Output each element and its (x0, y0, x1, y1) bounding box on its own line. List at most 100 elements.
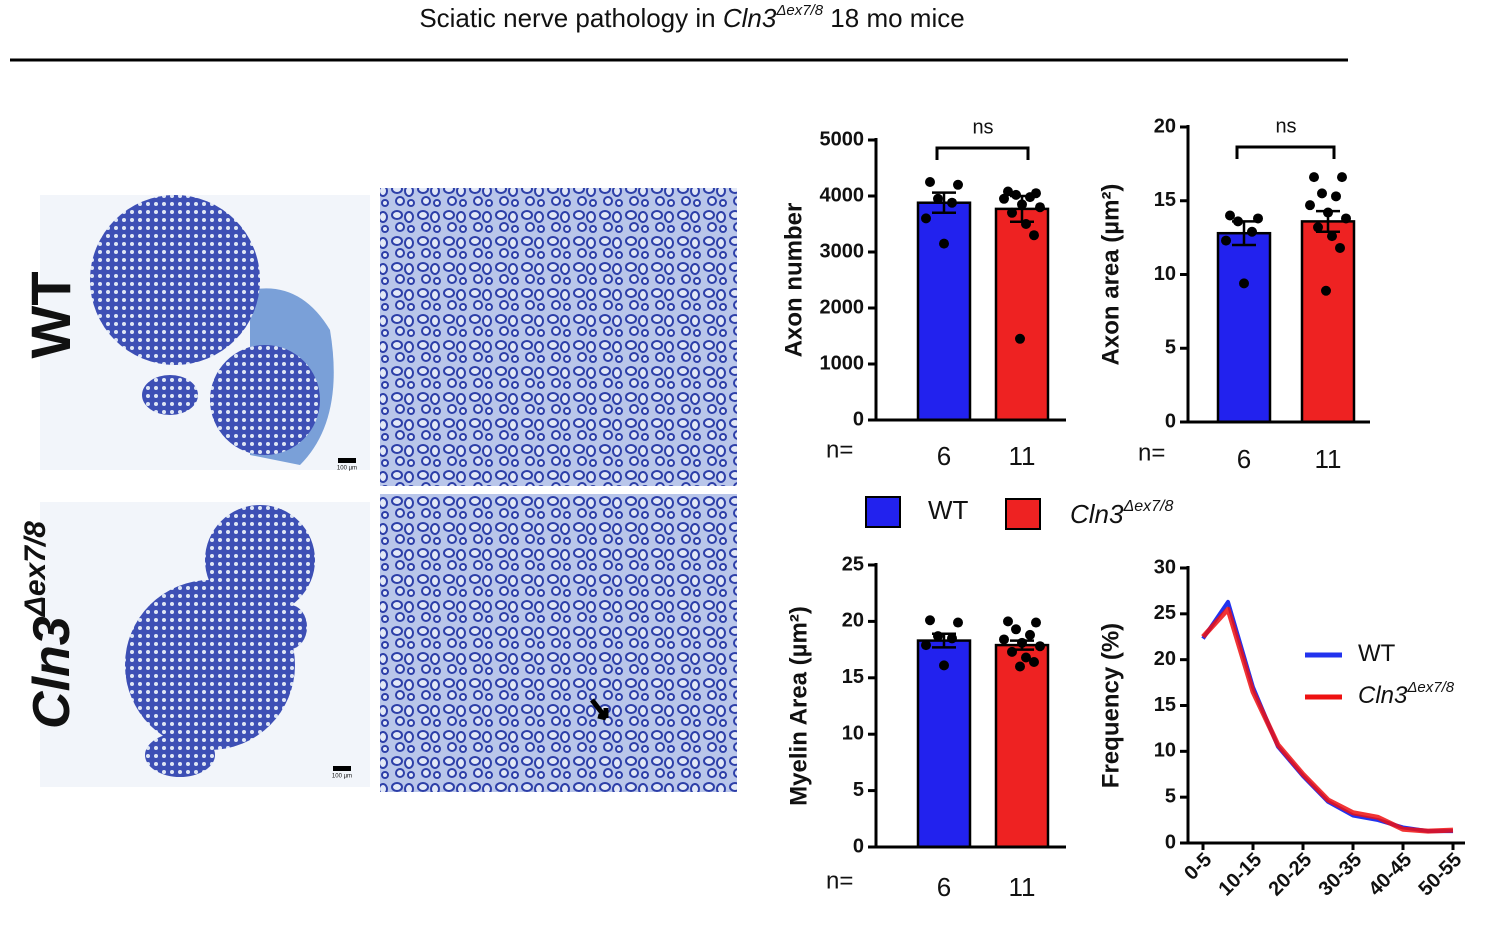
row-label: Cln3Δex7/8 (19, 521, 81, 729)
error-bar (932, 191, 956, 215)
y-axis-label: Axon number (780, 203, 807, 358)
y-tick-label: 30 (1154, 556, 1176, 578)
x-tick-label: 20-25 (1265, 849, 1317, 901)
data-point (1021, 219, 1031, 229)
y-axis-label: Frequency (%) (1097, 623, 1124, 788)
significance-bracket (935, 146, 1030, 160)
data-point (933, 193, 943, 204)
row-label: WT (19, 271, 82, 358)
n-value: 11 (1009, 441, 1036, 471)
data-point (947, 197, 957, 208)
data-point (947, 633, 957, 644)
data-point (1341, 213, 1351, 224)
y-tick-label: 5 (1165, 337, 1176, 359)
legend-label: WT (928, 495, 969, 525)
line (1201, 606, 1454, 834)
bar (994, 207, 1050, 422)
n-value: 11 (1315, 444, 1342, 474)
data-point (1017, 637, 1027, 648)
data-point (1029, 657, 1039, 668)
data-point (1323, 207, 1333, 218)
legend-swatch (1005, 498, 1041, 530)
n-value: 6 (937, 872, 951, 902)
data-point (1335, 242, 1345, 253)
data-point (1305, 200, 1315, 211)
legend-name: Cln3 (1358, 682, 1408, 709)
y-tick-label: 25 (842, 553, 864, 575)
y-tick-label: 1000 (820, 352, 865, 374)
data-point (1225, 210, 1235, 221)
bar (916, 201, 972, 422)
data-point (1021, 652, 1031, 663)
bar (1300, 220, 1356, 424)
n-label: n= (826, 436, 853, 463)
y-tick-label: 4000 (820, 184, 865, 206)
data-point (1221, 235, 1231, 246)
y-tick-label: 0 (853, 835, 864, 857)
y-axis-label: Myelin Area (µm²) (785, 606, 812, 806)
data-point (1007, 646, 1017, 657)
y-tick-label: 10 (1154, 263, 1176, 285)
x-tick-label: 40-45 (1365, 849, 1417, 901)
y-tick-label: 20 (1154, 115, 1176, 137)
legend-label: Cln3Δex7/8 (1358, 679, 1455, 709)
bar (994, 643, 1050, 849)
bar (916, 639, 972, 849)
micrographs: 100 µm 100 µm (40, 188, 737, 792)
n-label: n= (1138, 439, 1165, 466)
data-point (1015, 333, 1025, 344)
data-point (1321, 285, 1331, 296)
scale-label: 100 µm (337, 466, 357, 472)
y-tick-label: 0 (1165, 410, 1176, 432)
data-point (1035, 202, 1045, 213)
x-tick-label: 10-15 (1215, 849, 1267, 901)
y-tick-label: 25 (1154, 602, 1176, 624)
data-point (953, 617, 963, 628)
data-point (939, 660, 949, 671)
y-tick-label: 5 (1165, 785, 1176, 807)
y-axis-label: Axon area (µm²) (1097, 184, 1124, 366)
data-point (1025, 629, 1035, 640)
x-tick-label: 30-35 (1315, 849, 1367, 901)
data-point (921, 640, 931, 651)
y-tick-label: 2000 (820, 296, 865, 318)
data-point (1239, 278, 1249, 289)
significance-bracket (1235, 145, 1336, 159)
data-point (1337, 172, 1347, 183)
legend-name: WT (1358, 640, 1396, 667)
data-point (1331, 191, 1341, 202)
x-tick-label: 50-55 (1415, 849, 1467, 901)
data-point (1247, 226, 1257, 237)
data-point (999, 634, 1009, 645)
data-point (1317, 188, 1327, 199)
n-value: 6 (1237, 444, 1251, 474)
legend-label: Cln3Δex7/8 (1070, 498, 1173, 529)
x-tick-label: 0-5 (1180, 849, 1216, 885)
data-point (1309, 172, 1319, 183)
data-point (925, 615, 935, 626)
data-point (999, 193, 1009, 204)
legend-swatch (865, 496, 901, 528)
data-point (1003, 616, 1013, 627)
annotation: ns (1275, 115, 1296, 137)
n-value: 11 (1009, 872, 1036, 902)
data-point (1327, 231, 1337, 242)
annotation: ns (972, 116, 993, 138)
data-point (1025, 192, 1035, 203)
title: Sciatic nerve pathology in Cln3Δex7/8 18… (419, 2, 964, 33)
y-tick-label: 15 (842, 666, 864, 688)
y-tick-label: 5000 (820, 128, 865, 150)
y-tick-label: 0 (1165, 831, 1176, 853)
y-tick-label: 10 (1154, 740, 1176, 762)
data-point (1233, 216, 1243, 227)
legend-superscript: Δex7/8 (1406, 679, 1454, 696)
shared-legend: WT Cln3Δex7/8 (865, 495, 1173, 530)
data-point (1253, 213, 1263, 224)
n-value: 6 (937, 441, 951, 471)
legend-label: WT (1358, 640, 1396, 667)
data-point (1011, 624, 1021, 635)
data-point (953, 179, 963, 190)
data-point (1015, 661, 1025, 672)
data-point (921, 213, 931, 224)
data-point (939, 238, 949, 249)
